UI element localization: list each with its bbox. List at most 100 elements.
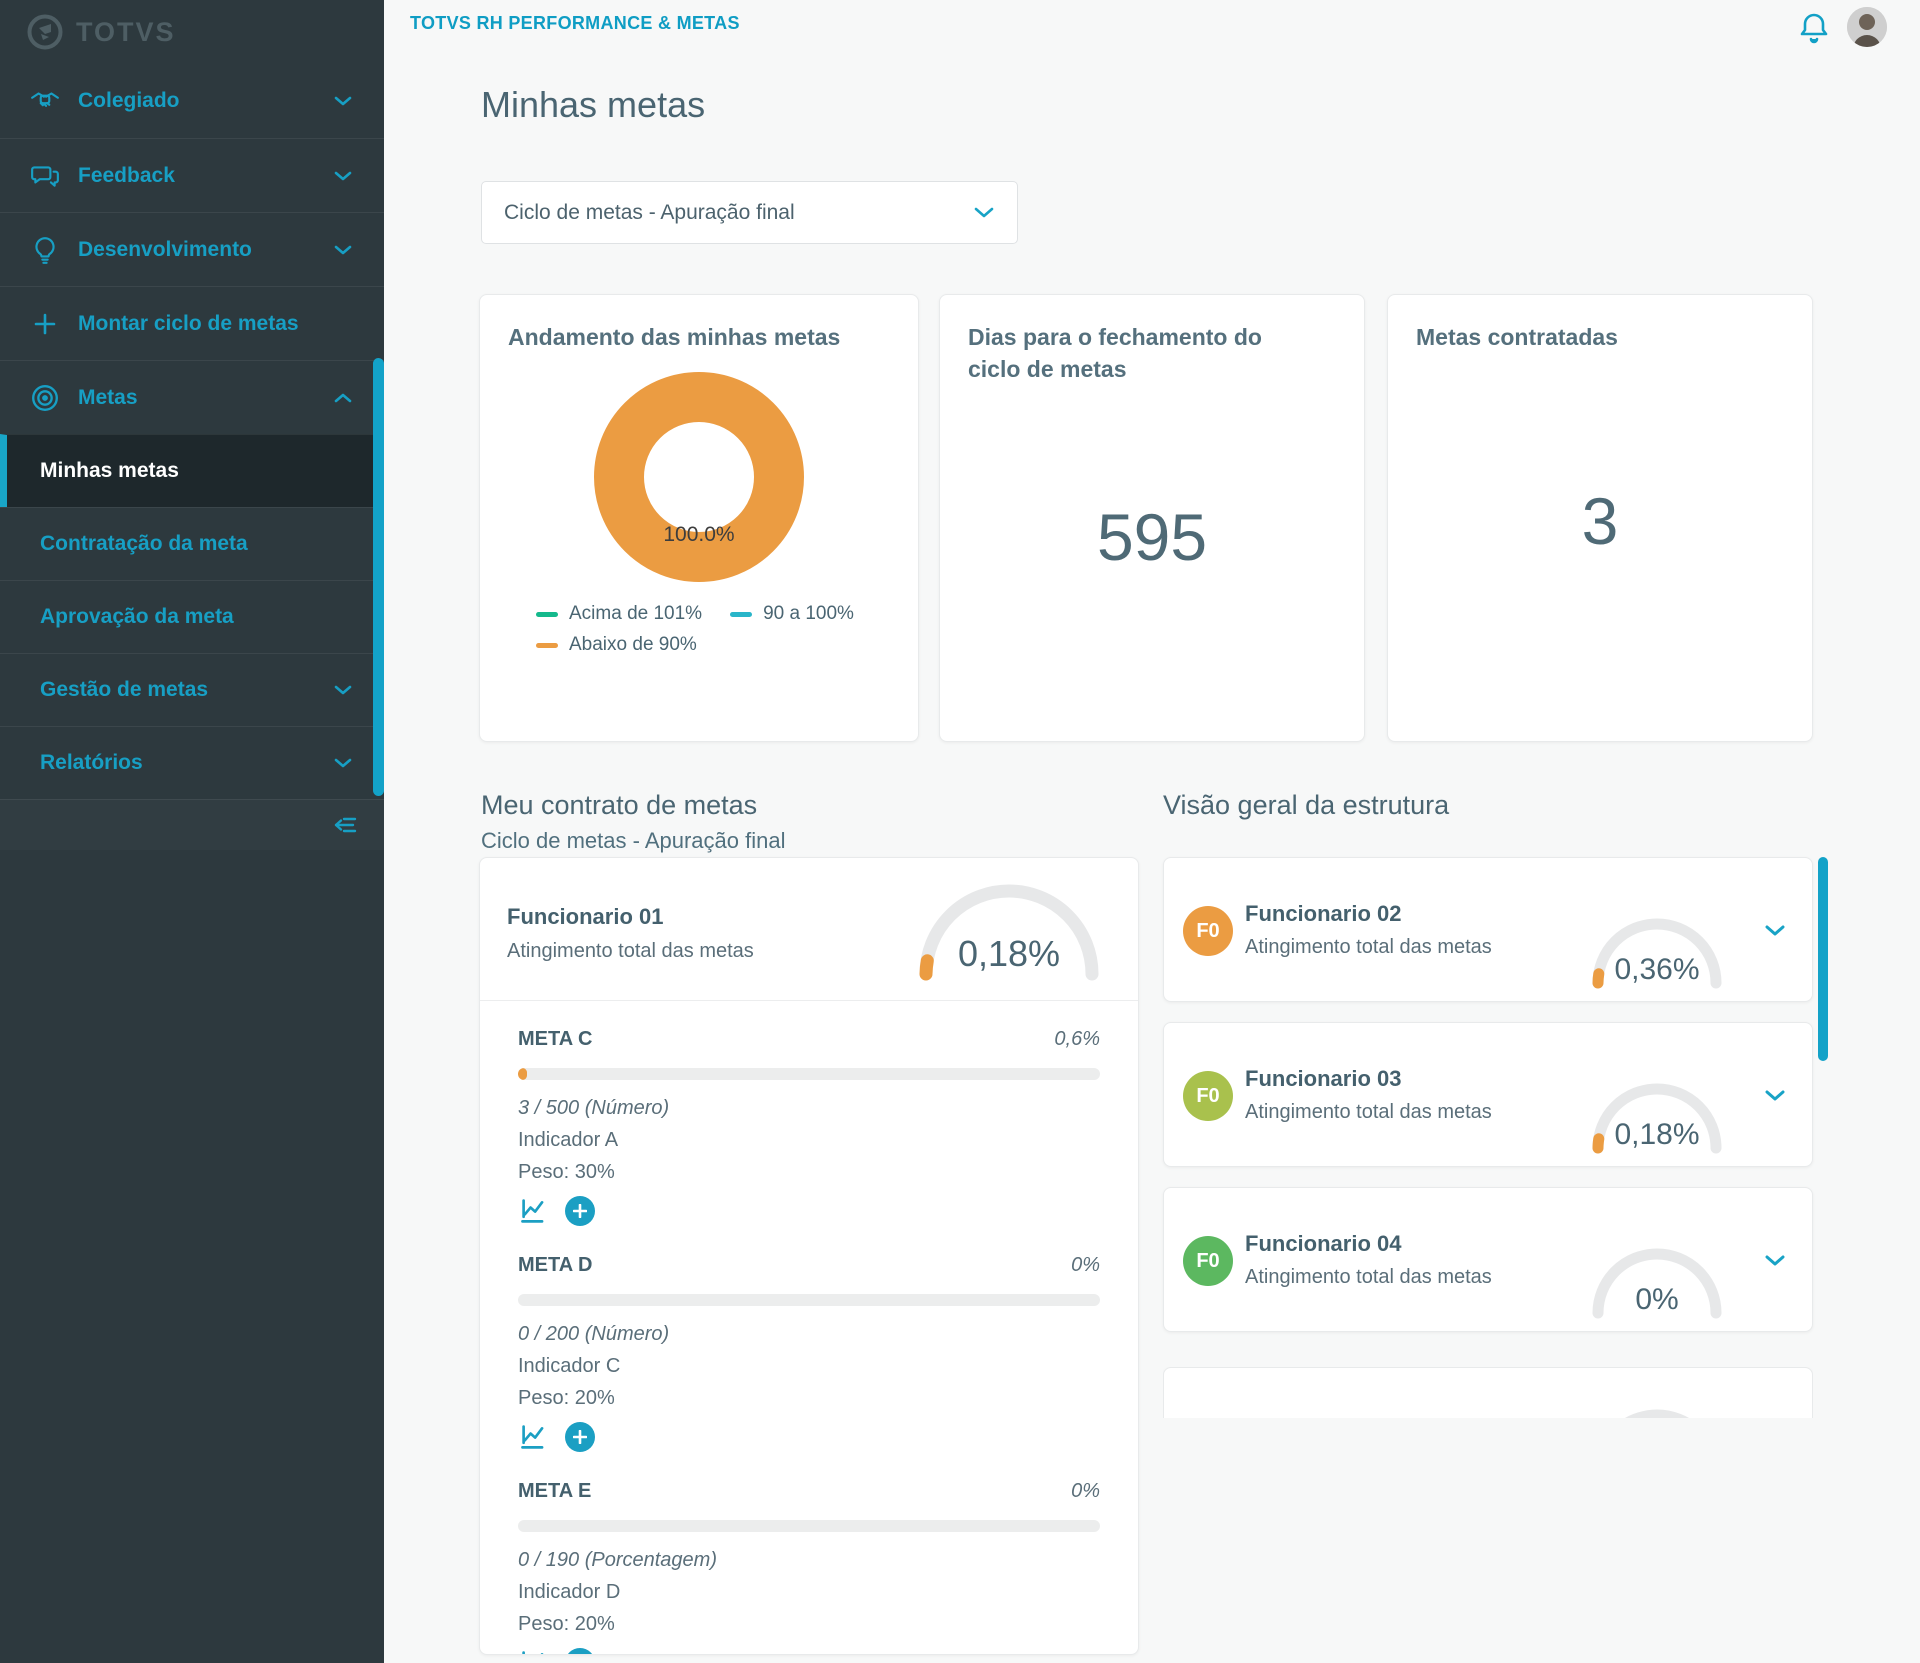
contracted-goals-value: 3: [1581, 484, 1619, 558]
total-gauge: 0%: [1590, 1243, 1724, 1321]
meta-add-icon[interactable]: [564, 1421, 596, 1453]
sidebar-item-label: Feedback: [78, 163, 175, 187]
employee-name: Funcionario 03: [1245, 1066, 1402, 1091]
meta-history-chart-icon[interactable]: [518, 1421, 550, 1453]
meta-history-chart-icon[interactable]: [518, 1647, 550, 1654]
employee-subtitle: Atingimento total das metas: [1245, 1101, 1492, 1123]
employee-card-partial: [1163, 1367, 1813, 1418]
notifications-bell-icon[interactable]: [1797, 9, 1833, 47]
meta-progress-text: 3 / 500 (Número): [518, 1097, 670, 1119]
meta-name: META E: [518, 1480, 592, 1502]
chevron-up-icon: [332, 387, 354, 409]
contract-section-title: Meu contrato de metas: [481, 790, 758, 820]
sidebar: TOTVS Colegiado Feedback: [0, 0, 384, 1663]
meta-value: 0%: [1071, 1254, 1100, 1276]
employee-name: Funcionario 01: [507, 904, 664, 929]
meta-value: 0%: [1071, 1480, 1100, 1502]
card-title: Andamento das minhas metas: [508, 324, 841, 350]
sidebar-subitem-minhas-metas[interactable]: Minhas metas: [0, 434, 384, 507]
meta-weight: Peso: 20%: [518, 1387, 615, 1409]
total-gauge-value: 0,18%: [1614, 1118, 1699, 1151]
sidebar-subitem-aprovacao[interactable]: Aprovação da meta: [0, 580, 384, 653]
total-gauge: 0,18%: [1590, 1078, 1724, 1156]
sidebar-subitem-relatorios[interactable]: Relatórios: [0, 726, 384, 799]
legend-swatch-cyan: [730, 611, 753, 617]
meta-indicator: Indicador A: [518, 1129, 619, 1151]
app-header-title: TOTVS RH PERFORMANCE & METAS: [410, 13, 740, 33]
legend-item: Acima de 101%: [536, 603, 702, 625]
chevron-down-icon: [332, 679, 354, 701]
chevron-down-icon: [332, 90, 354, 112]
chat-icon: [30, 161, 60, 191]
meta-add-icon[interactable]: [564, 1195, 596, 1227]
avatar: F0: [1183, 1071, 1233, 1121]
employee-subtitle: Atingimento total das metas: [507, 940, 754, 962]
meta-progress-bar: [518, 1520, 1100, 1532]
card-metas-contratadas: Metas contratadas 3: [1387, 294, 1813, 742]
meta-progress-text: 0 / 200 (Número): [518, 1323, 670, 1345]
sidebar-subitem-contratacao[interactable]: Contratação da meta: [0, 507, 384, 580]
sidebar-subitem-label: Contratação da meta: [40, 532, 248, 555]
total-gauge-partial: [1590, 1404, 1724, 1418]
collapse-arrow-icon: [330, 812, 358, 838]
employee-subtitle: Atingimento total das metas: [1245, 936, 1492, 958]
sidebar-scrollbar-thumb[interactable]: [373, 358, 384, 796]
sidebar-item-label: Montar ciclo de metas: [78, 311, 299, 335]
lightbulb-icon: [30, 235, 60, 265]
meta-history-chart-icon[interactable]: [518, 1195, 550, 1227]
expand-chevron-down-icon[interactable]: [1762, 1083, 1788, 1109]
expand-chevron-down-icon[interactable]: [1762, 918, 1788, 944]
total-gauge-value: 0,36%: [1614, 953, 1699, 986]
sidebar-item-metas[interactable]: Metas: [0, 360, 384, 434]
expand-chevron-down-icon[interactable]: [1762, 1248, 1788, 1274]
sidebar-item-label: Metas: [78, 385, 138, 409]
contract-card-header: Funcionario 01 Atingimento total das met…: [480, 858, 1138, 1001]
meta-indicator: Indicador C: [518, 1355, 621, 1377]
handshake-icon: [30, 86, 60, 116]
sidebar-item-feedback[interactable]: Feedback: [0, 138, 384, 212]
sidebar-subitem-label: Relatórios: [40, 751, 143, 774]
employee-card: F0 Funcionario 04 Atingimento total das …: [1163, 1187, 1813, 1332]
donut-center-label: 100.0%: [663, 523, 735, 546]
structure-scrollbar-thumb[interactable]: [1818, 857, 1828, 1061]
meta-name: META D: [518, 1254, 593, 1276]
cycle-select-value: Ciclo de metas - Apuração final: [504, 200, 795, 224]
employee-name: Funcionario 04: [1245, 1231, 1402, 1256]
meta-name: META C: [518, 1028, 593, 1050]
meta-progress-bar: [518, 1068, 1100, 1080]
meta-block-d: META D 0% 0 / 200 (Número) Indicador C P…: [480, 1254, 1138, 1453]
meta-block-e: META E 0% 0 / 190 (Porcentagem) Indicado…: [480, 1480, 1138, 1654]
total-gauge-value: 0%: [1635, 1283, 1678, 1316]
sidebar-item-montar-ciclo[interactable]: Montar ciclo de metas: [0, 286, 384, 360]
card-title: Dias para o fechamento do ciclo de metas: [968, 324, 1262, 382]
avatar: F0: [1183, 1236, 1233, 1286]
employee-card: F0 Funcionario 03 Atingimento total das …: [1163, 1022, 1813, 1167]
card-andamento: Andamento das minhas metas 100.0% Acima …: [479, 294, 919, 742]
meta-weight: Peso: 20%: [518, 1613, 615, 1635]
legend-item: Abaixo de 90%: [536, 634, 697, 656]
legend-swatch-orange: [536, 642, 558, 648]
chevron-down-icon: [332, 165, 354, 187]
chevron-down-icon: [332, 239, 354, 261]
user-avatar[interactable]: [1847, 7, 1887, 47]
employee-name: Funcionario 02: [1245, 901, 1402, 926]
meta-indicator: Indicador D: [518, 1581, 621, 1603]
cycle-select[interactable]: Ciclo de metas - Apuração final: [481, 181, 1018, 244]
days-remaining-value: 595: [1096, 500, 1208, 574]
sidebar-item-colegiado[interactable]: Colegiado: [0, 64, 384, 138]
target-icon: [30, 383, 60, 413]
sidebar-item-desenvolvimento[interactable]: Desenvolvimento: [0, 212, 384, 286]
meta-value: 0,6%: [1054, 1028, 1100, 1050]
employee-subtitle: Atingimento total das metas: [1245, 1266, 1492, 1288]
structure-section-title: Visão geral da estrutura: [1163, 790, 1450, 820]
sidebar-collapse-button[interactable]: [0, 799, 384, 850]
card-title: Metas contratadas: [1416, 324, 1618, 350]
meta-progress-bar: [518, 1294, 1100, 1306]
employee-card: F0 Funcionario 02 Atingimento total das …: [1163, 857, 1813, 1002]
avatar: F0: [1183, 906, 1233, 956]
sidebar-subitem-gestao[interactable]: Gestão de metas: [0, 653, 384, 726]
totvs-logo: TOTVS: [0, 0, 384, 64]
meta-add-icon[interactable]: [564, 1647, 596, 1654]
legend-item: 90 a 100%: [730, 603, 854, 625]
sidebar-item-label: Desenvolvimento: [78, 237, 252, 261]
